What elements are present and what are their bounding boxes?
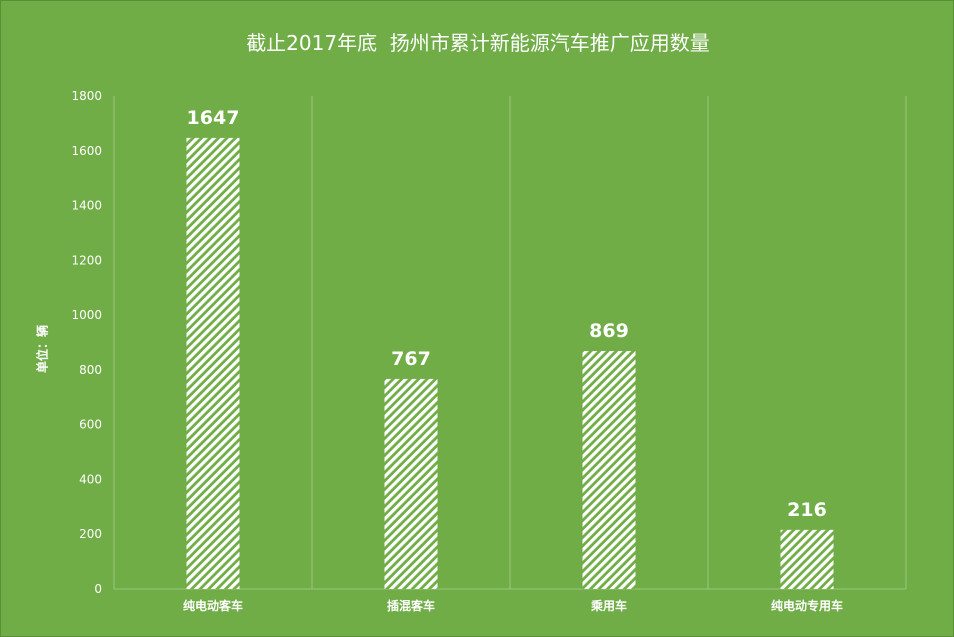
chart-title: 截止2017年底 扬州市累计新能源汽车推广应用数量 xyxy=(246,31,710,55)
labels: 0 200 400 600 800 1000 1200 1400 1600 1800 1647 纯电动… xyxy=(71,89,843,613)
data-label: 869 xyxy=(589,320,629,342)
y-tick-label: 0 xyxy=(94,582,102,596)
y-tick-label: 1000 xyxy=(71,308,102,322)
y-tick-label: 200 xyxy=(79,527,102,541)
x-category-label: 乘用车 xyxy=(590,598,627,613)
bar xyxy=(186,137,240,589)
y-tick-label: 600 xyxy=(79,418,102,432)
y-tick-label: 800 xyxy=(79,363,102,377)
bar xyxy=(384,378,438,589)
gridlines xyxy=(113,96,907,589)
y-tick-label: 1800 xyxy=(71,89,102,103)
data-label: 767 xyxy=(391,348,431,370)
y-tick-label: 400 xyxy=(79,472,102,486)
y-tick-label: 1600 xyxy=(71,144,102,158)
x-category-label: 纯电动专用车 xyxy=(771,598,843,613)
bar xyxy=(780,529,834,589)
bar xyxy=(582,350,636,589)
y-tick-label: 1200 xyxy=(71,253,102,267)
bars xyxy=(186,137,834,589)
x-category-label: 纯电动客车 xyxy=(183,598,243,613)
y-tick-label: 1400 xyxy=(71,199,102,213)
x-category-label: 插混客车 xyxy=(387,598,435,613)
data-label: 1647 xyxy=(187,107,240,129)
data-label: 216 xyxy=(787,499,827,521)
